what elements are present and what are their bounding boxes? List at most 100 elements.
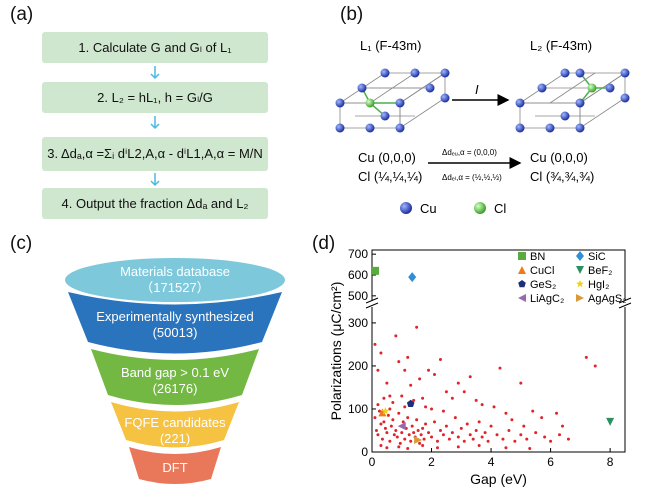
legend-marker xyxy=(576,266,584,274)
tier-4-title: FQFE candidates xyxy=(124,415,226,430)
data-point xyxy=(433,373,437,377)
data-point xyxy=(388,394,392,398)
data-point xyxy=(376,433,380,437)
highlight-point-ges xyxy=(406,399,415,407)
tier-2-title: Experimentally synthesized xyxy=(96,309,254,324)
funnel: Materials database （171527） Experimental… xyxy=(64,257,286,487)
data-point xyxy=(555,411,559,415)
l2-lattice xyxy=(518,72,627,129)
data-point xyxy=(389,424,393,428)
data-point xyxy=(415,418,419,422)
crystal-structure-diagram: L₁ (F-43m) L₂ (F-43m) I xyxy=(335,38,630,216)
data-point xyxy=(504,446,508,450)
data-point xyxy=(477,420,481,424)
data-point xyxy=(430,407,434,411)
data-point xyxy=(456,435,460,439)
data-point xyxy=(519,433,523,437)
data-point xyxy=(468,375,472,379)
legend-label: CuCl xyxy=(530,265,554,277)
l2-atoms xyxy=(515,68,630,133)
data-point xyxy=(525,437,529,441)
data-point xyxy=(549,439,553,443)
data-point xyxy=(519,381,523,385)
data-point xyxy=(450,396,454,400)
y-tick-label: 700 xyxy=(348,247,368,261)
data-point xyxy=(441,433,445,437)
data-point xyxy=(450,431,454,435)
cl-legend-label: Cl xyxy=(494,201,506,216)
data-point xyxy=(418,377,422,381)
legend-marker xyxy=(518,266,526,274)
data-point xyxy=(421,396,425,400)
x-tick-label: 8 xyxy=(607,455,614,469)
data-point xyxy=(427,368,431,372)
highlight-point-liagc xyxy=(397,422,406,431)
data-point xyxy=(394,428,398,432)
data-point xyxy=(374,428,378,432)
data-point xyxy=(534,431,538,435)
data-point xyxy=(400,394,404,398)
data-point xyxy=(415,325,419,329)
data-point xyxy=(528,447,532,451)
cu-legend-marker xyxy=(400,202,412,214)
y-tick-label: 300 xyxy=(348,316,368,330)
legend-marker xyxy=(518,280,526,288)
legend-label: LiAgC₂ xyxy=(530,293,564,305)
tier-4-count: (221) xyxy=(159,431,191,446)
data-point xyxy=(438,357,442,361)
step-1-box: 1. Calculate G and Gₗ of L₁ xyxy=(42,32,268,63)
data-point xyxy=(566,437,570,441)
data-point xyxy=(406,416,410,420)
data-point xyxy=(507,428,511,432)
step-4-box: 4. Output the fraction Δdₐ and L₂ xyxy=(42,188,268,219)
highlight-point-hgi xyxy=(381,407,390,415)
data-point xyxy=(438,428,442,432)
data-point xyxy=(397,360,401,364)
data-point xyxy=(410,424,414,428)
data-point xyxy=(474,398,478,402)
data-point xyxy=(435,439,439,443)
plot-frame xyxy=(371,249,626,453)
delta-cu-label: Δdₑᵤ,α = (0,0,0) xyxy=(442,148,497,157)
data-point xyxy=(391,418,395,422)
l1-cu-coord: Cu (0,0,0) xyxy=(358,150,416,165)
funnel-tier-1-label: Materials database （171527） xyxy=(64,264,286,296)
data-point xyxy=(540,416,544,420)
data-point xyxy=(456,381,460,385)
data-point xyxy=(403,368,407,372)
legend-marker xyxy=(518,252,526,260)
axis-break-gap xyxy=(366,301,631,307)
highlight-point-bef xyxy=(606,417,615,426)
x-tick-label: 2 xyxy=(428,455,435,469)
funnel-tier-5-label: DFT xyxy=(64,460,286,476)
step-arrow-icon xyxy=(150,66,160,80)
data-point xyxy=(495,433,499,437)
y-tick-label: 500 xyxy=(348,289,368,303)
data-point xyxy=(412,431,416,435)
data-point xyxy=(391,401,395,405)
x-tick-label: 4 xyxy=(488,455,495,469)
data-point xyxy=(501,437,505,441)
data-point xyxy=(456,445,460,449)
cl-legend-marker xyxy=(474,202,486,214)
data-point xyxy=(383,426,387,430)
data-point xyxy=(400,431,404,435)
l2-title: L₂ (F-43m) xyxy=(530,38,592,53)
step-arrow-icon xyxy=(150,116,160,130)
legend-label: BeF₂ xyxy=(588,265,612,277)
data-point xyxy=(504,411,508,415)
data-point xyxy=(560,424,564,428)
l1-lattice xyxy=(338,72,447,129)
tier-2-count: (50013) xyxy=(152,325,198,340)
x-tick-label: 6 xyxy=(547,455,554,469)
data-point xyxy=(510,418,514,422)
transform-label: I xyxy=(475,82,479,97)
funnel-tier-2-label: Experimentally synthesized (50013) xyxy=(64,309,286,341)
data-point xyxy=(447,437,451,441)
funnel-tier-2-shape xyxy=(68,292,282,354)
data-point xyxy=(422,437,426,441)
data-point xyxy=(477,444,481,448)
panel-d-label: (d) xyxy=(312,233,336,254)
data-point xyxy=(376,368,380,372)
data-point xyxy=(444,390,448,394)
